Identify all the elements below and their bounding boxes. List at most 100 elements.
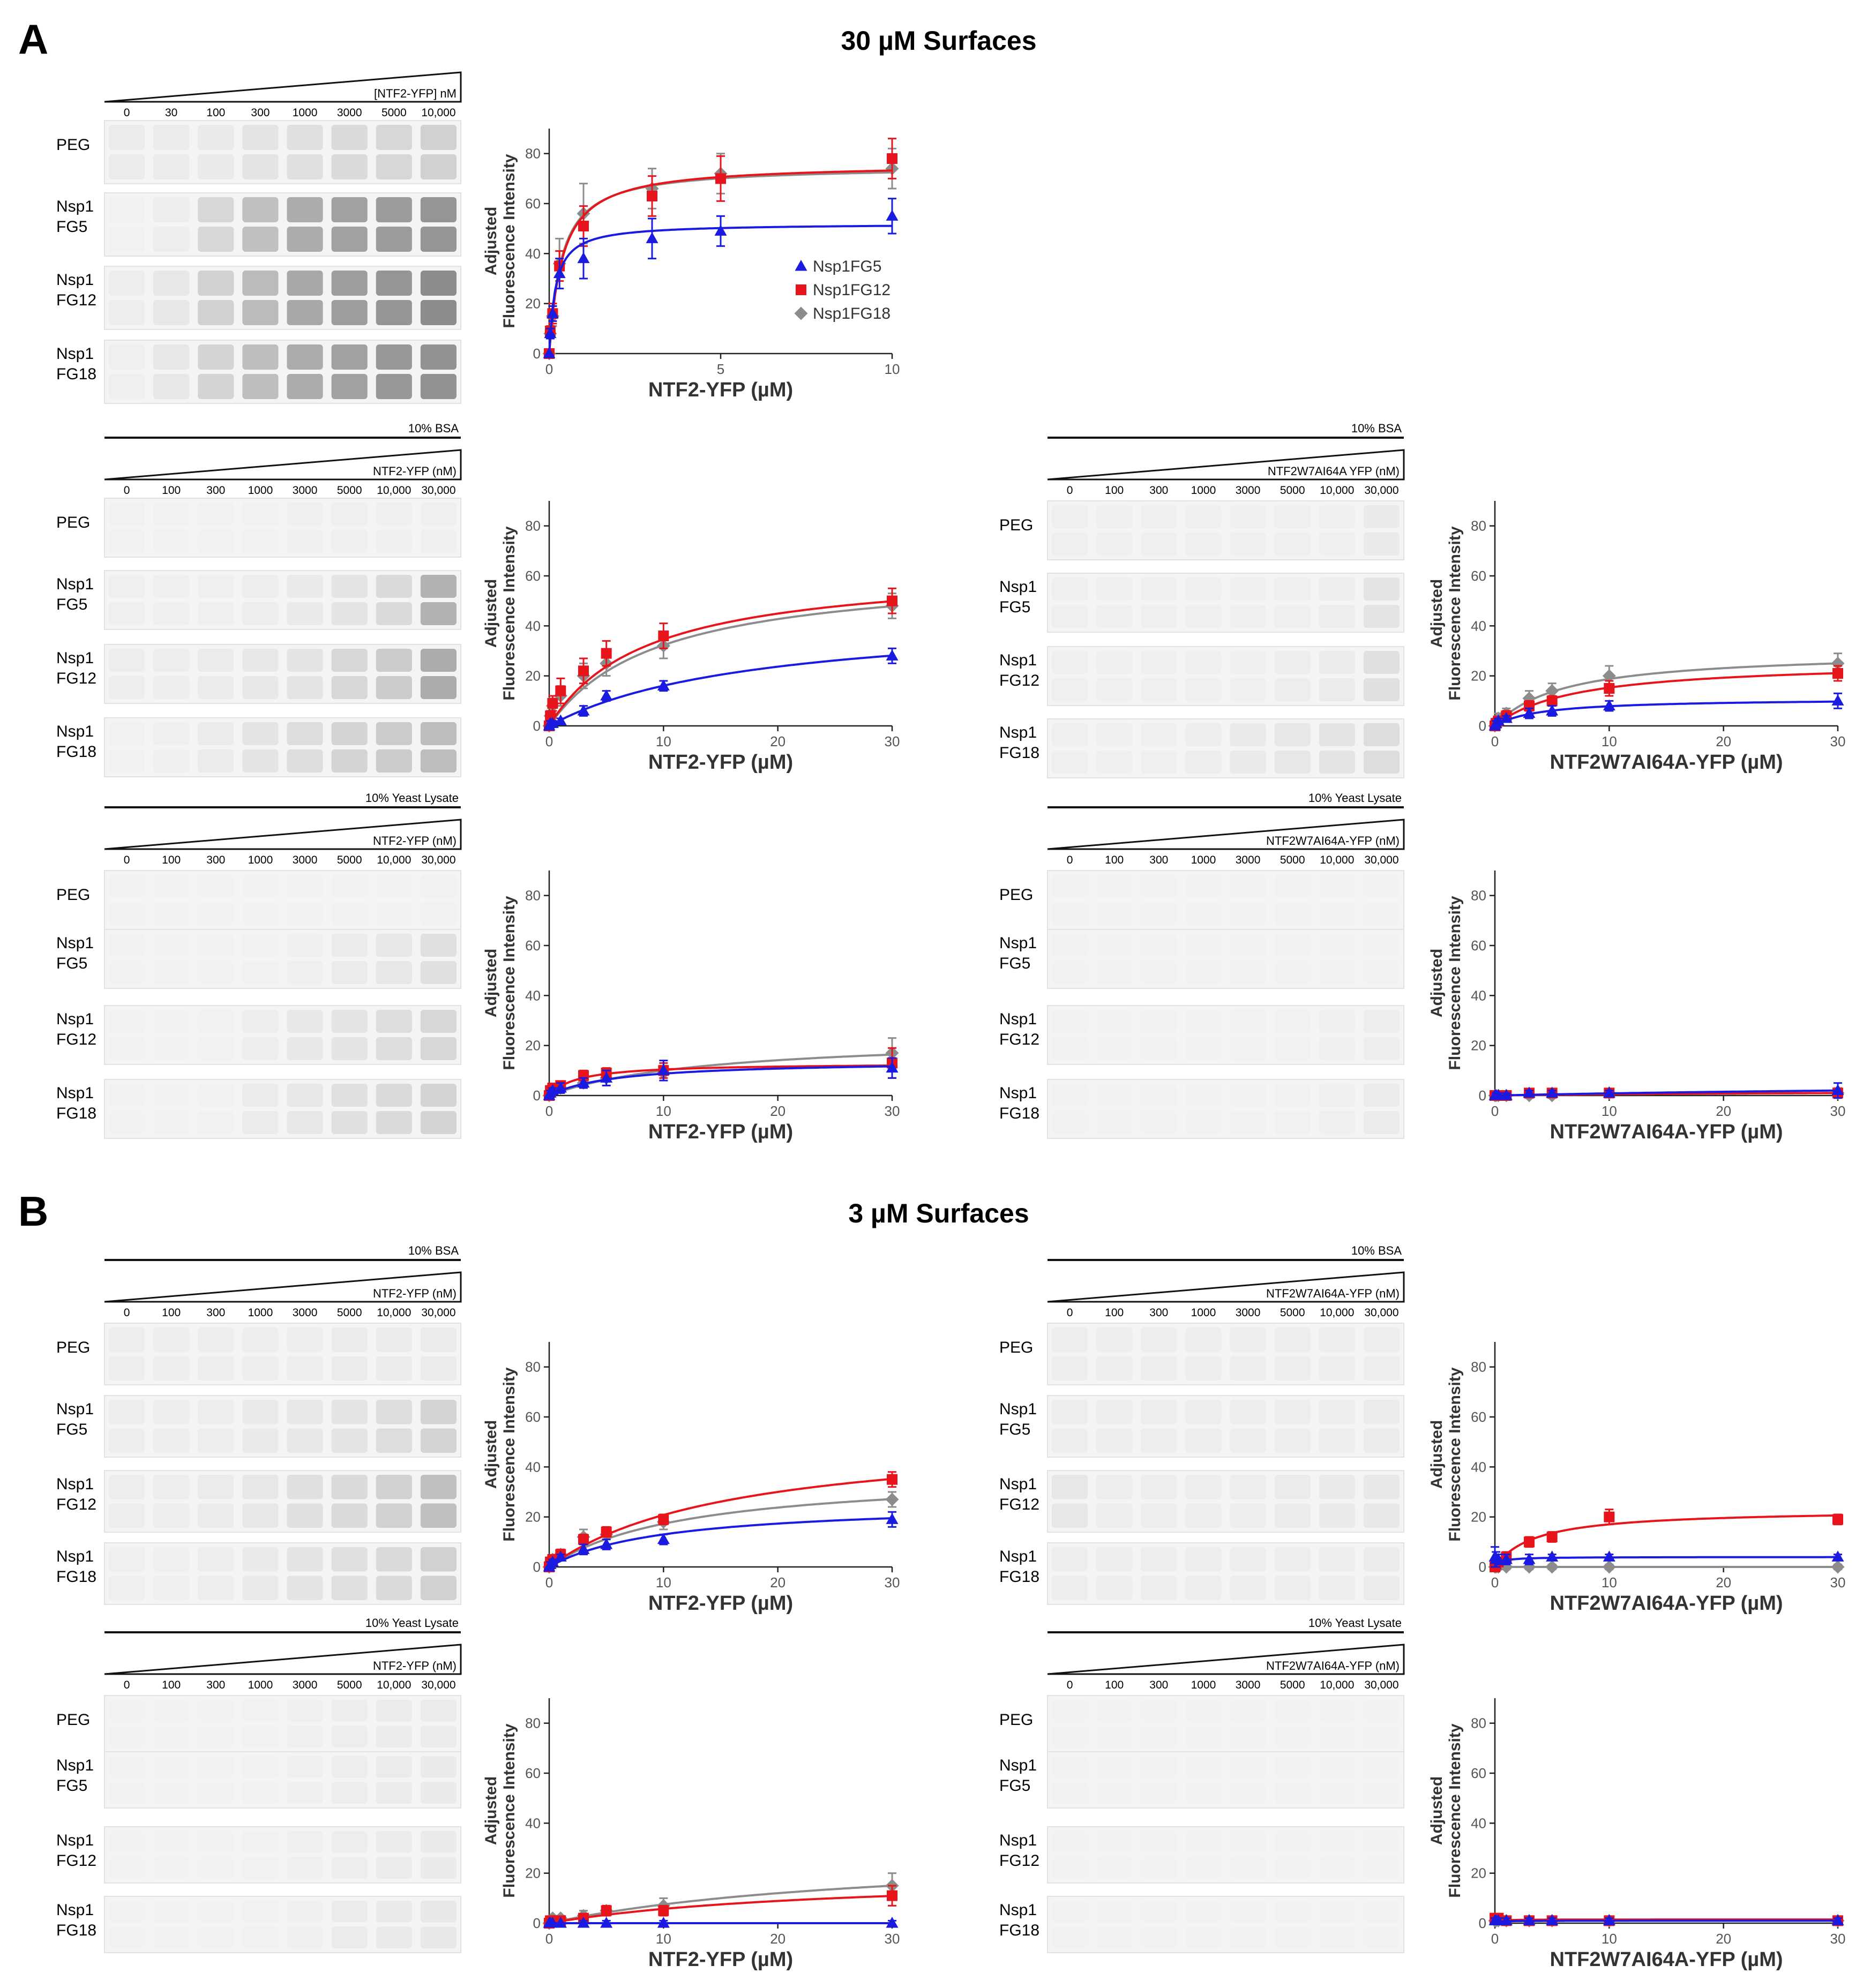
concentration-label: 300 (1149, 854, 1168, 866)
blot-spot (287, 1475, 323, 1499)
blot-spot (109, 1700, 145, 1722)
blot-spot (1230, 1503, 1266, 1528)
blot-spot (1364, 1700, 1400, 1722)
blot-spot (109, 602, 145, 625)
x-tick-label: 30 (885, 733, 900, 749)
blot-spot (1319, 1857, 1355, 1879)
blot-spot (1319, 1037, 1355, 1060)
blot-spot (1274, 723, 1311, 746)
blot-spot (109, 1084, 145, 1107)
blot-spot (287, 1503, 323, 1528)
row-label: Nsp1 FG5 (56, 934, 94, 972)
membrane-strip (1047, 929, 1404, 989)
blot-spot (1230, 1901, 1266, 1923)
blot-spot (1319, 1084, 1355, 1107)
series-nsp1fg5 (1488, 1914, 1844, 1925)
row-label-line: Nsp1 (56, 575, 94, 593)
blot-spot (287, 1400, 323, 1424)
titration-wedge (104, 819, 462, 850)
blot-spot (1185, 723, 1222, 746)
blot-spot (153, 1857, 189, 1879)
row-label-line: FG5 (56, 955, 87, 972)
membrane-strip (104, 1695, 461, 1752)
titration-wedge (1047, 1271, 1405, 1303)
data-point (1831, 694, 1844, 706)
blot-spot (1052, 505, 1088, 528)
blot-spot (1319, 577, 1355, 601)
blot-spot (376, 227, 412, 252)
x-tick-label: 20 (770, 1103, 785, 1119)
blot-spot (198, 649, 234, 672)
blot-spot (1141, 751, 1177, 774)
row-label-line: PEG (999, 516, 1033, 534)
blot-spot (1363, 1547, 1400, 1572)
blot-spot (242, 1857, 278, 1879)
blot-spot (1275, 1831, 1311, 1853)
blot-spot (153, 125, 190, 150)
data-point (1500, 1089, 1513, 1100)
y-tick-label: 20 (525, 1038, 541, 1054)
row-label-line: FG12 (56, 291, 96, 309)
blot-spot (198, 1327, 234, 1352)
blot-spot (1230, 1084, 1266, 1107)
blot-spot (331, 1400, 368, 1424)
blot-spot (198, 575, 234, 598)
concentration-label: 30,000 (1364, 854, 1398, 866)
x-tick-label: 30 (885, 1931, 900, 1947)
blot-spot (1096, 505, 1132, 528)
x-tick-label: 10 (1602, 1103, 1617, 1119)
row-label: Nsp1 FG12 (56, 649, 96, 687)
blot-spot (1274, 1400, 1311, 1424)
data-point (657, 1533, 670, 1544)
blot-spot (376, 530, 412, 553)
membrane-strip (104, 1470, 461, 1533)
membrane-strip (1047, 718, 1404, 778)
data-point (1500, 712, 1513, 723)
series-nsp1fg5 (543, 1057, 899, 1100)
titration-label: NTF2W7AI64A-YFP (nM) (1266, 1287, 1400, 1300)
plot-a3: 0 20 40 60 80 0 10 20 30 NTF2W7AI64A-YFP (µM) Adju… (1428, 501, 1845, 774)
blot-spot (198, 227, 234, 252)
y-axis-label: AdjustedFluorescence Intensity (482, 896, 518, 1070)
plot-a1: 0 20 40 60 80 0 5 10 NTF2-YFP (µM) AdjustedFluore… (482, 129, 900, 401)
data-point (1546, 704, 1559, 716)
blot-spot (287, 1111, 323, 1134)
row-label: Nsp1 FG18 (999, 1548, 1039, 1586)
blot-spot (242, 530, 278, 553)
blot-spot (109, 1428, 145, 1453)
row-label-line: FG18 (999, 744, 1039, 762)
blot-spot (331, 575, 368, 598)
blot-spot (1274, 678, 1311, 701)
row-label-line: FG12 (56, 670, 96, 687)
blot-spot (1363, 1503, 1400, 1528)
blot-spot (287, 530, 323, 553)
row-label-line: FG5 (999, 955, 1030, 972)
blot-spot (1141, 961, 1177, 984)
blot-spot (1052, 1700, 1088, 1722)
blot-spot (1096, 1782, 1132, 1804)
blot-spot (1319, 1356, 1355, 1381)
y-axis-label: AdjustedFluorescence Intensity (482, 1723, 518, 1897)
blot-spot (1141, 1475, 1177, 1499)
row-label-line: Nsp1 (999, 1475, 1037, 1493)
blot-spot (1185, 751, 1222, 774)
blot-spot (198, 875, 234, 898)
blot-spot (153, 649, 190, 672)
membrane-strip (104, 1079, 461, 1139)
blot-spot (376, 1327, 412, 1352)
blot-spot (242, 1756, 278, 1778)
blot-spot (420, 1400, 457, 1424)
data-point (715, 173, 726, 184)
concentration-label: 5000 (337, 1679, 362, 1691)
membrane-strip (104, 1896, 461, 1953)
x-tick-label: 20 (1716, 1574, 1731, 1591)
membrane-strip (1047, 1323, 1404, 1385)
y-axis-label-line: Fluorescence Intensity (1446, 526, 1464, 700)
blot-spot (376, 902, 412, 925)
y-axis-label: AdjustedFluorescence Intensity (1428, 1367, 1464, 1541)
blot-spot (376, 676, 412, 699)
y-axis-label-line: Fluorescence Intensity (500, 1723, 518, 1897)
y-tick-label: 40 (525, 245, 541, 261)
row-label: Nsp1 FG5 (56, 575, 94, 613)
blot-spot (287, 1547, 323, 1572)
